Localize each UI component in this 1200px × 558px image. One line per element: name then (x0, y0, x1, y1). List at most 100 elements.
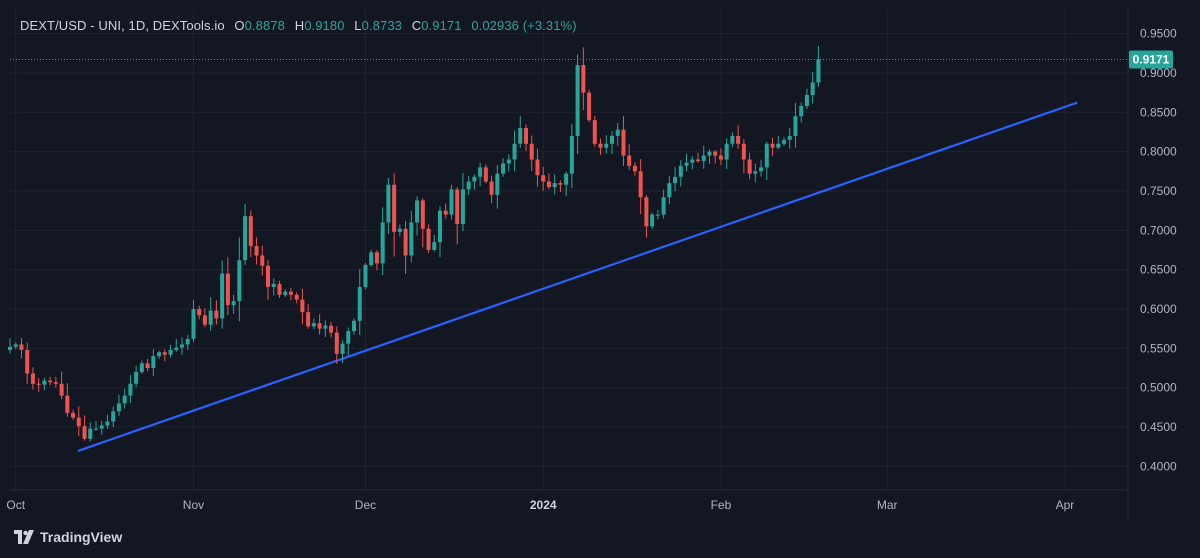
candle-body (638, 171, 643, 198)
candle-body (116, 403, 121, 412)
candle-body (357, 286, 362, 321)
candle-body (197, 309, 202, 316)
candle-body (776, 143, 781, 148)
candle-body (587, 92, 592, 121)
candle-body (644, 197, 649, 227)
candle-body (185, 338, 190, 345)
last-price-tag (1129, 50, 1173, 69)
candle-body (483, 167, 488, 182)
close-label: C (411, 18, 422, 33)
candle-body (48, 380, 53, 383)
candle-body (529, 143, 534, 160)
candle-body (243, 216, 248, 261)
candle-body (546, 181, 551, 188)
candle-body (770, 143, 775, 148)
candle-body (317, 323, 322, 329)
candle-body (403, 228, 408, 256)
high-value: 0.9180 (304, 18, 345, 33)
candle-body (59, 383, 64, 396)
candle-body (283, 291, 288, 295)
candle-body (294, 294, 299, 300)
candle-body (747, 159, 752, 174)
candle-body (678, 165, 683, 177)
candle-body (248, 216, 253, 247)
candle-body (443, 210, 448, 215)
candle-body (99, 425, 104, 429)
candle-body (134, 371, 139, 384)
candle-body (730, 135, 735, 144)
candle-body (684, 162, 689, 166)
candle-body (535, 159, 540, 176)
candle-body (759, 167, 764, 172)
open-label: O (234, 18, 245, 33)
candles (7, 46, 821, 442)
date-tick-label: Feb (711, 498, 732, 512)
candle-body (781, 139, 787, 144)
candle-body (53, 382, 58, 384)
candle-body (604, 143, 609, 148)
candle-body (523, 128, 529, 144)
candle-body (460, 189, 465, 225)
candle-body (793, 116, 798, 136)
candle-body (71, 412, 76, 418)
candle-body (254, 246, 259, 256)
candle-body (25, 349, 30, 374)
candle-body (741, 143, 746, 160)
candle-body (432, 242, 437, 250)
candle-body (478, 167, 483, 177)
candle-body (311, 323, 316, 327)
price-tick-label: 0.4000 (1140, 459, 1177, 473)
price-tick-label: 0.5000 (1140, 381, 1177, 395)
candle-body (713, 151, 718, 156)
date-tick-label: Nov (183, 498, 204, 512)
date-tick-label: Apr (1056, 498, 1075, 512)
candle-body (810, 82, 815, 95)
price-tick-label: 0.6000 (1140, 302, 1177, 316)
candle-body (369, 252, 374, 265)
candle-body (231, 301, 236, 306)
candle-body (541, 175, 546, 182)
grid (10, 10, 1128, 490)
candle-body (667, 183, 672, 198)
candle-body (397, 228, 402, 232)
candle-body (271, 283, 276, 287)
candle-body (7, 346, 13, 350)
candle-body (122, 395, 127, 404)
candle-body (764, 143, 769, 168)
candle-body (300, 299, 305, 313)
candle-body (466, 181, 471, 190)
candle-body (260, 255, 265, 266)
open-value: 0.8878 (244, 18, 285, 33)
date-tick-label: Mar (877, 498, 898, 512)
price-tick-label: 0.9000 (1140, 66, 1177, 80)
ohlc-legend: DEXT/USD - UNI, 1D, DEXTools.io O0.8878 … (20, 18, 577, 33)
candle-body (415, 200, 420, 223)
candle-body (162, 352, 167, 355)
candle-body (179, 344, 185, 348)
candle-body (265, 265, 271, 287)
candle-body (168, 349, 173, 355)
candle-body (277, 283, 282, 295)
candle-body (736, 135, 741, 144)
candle-body (329, 325, 334, 333)
candle-body (82, 426, 87, 439)
candle-body (753, 171, 758, 174)
candle-body (88, 428, 93, 439)
candle-body (36, 383, 41, 385)
candle-body (501, 163, 506, 174)
brand-name: TradingView (40, 529, 123, 545)
candle-body (609, 135, 615, 144)
candle-body (139, 363, 144, 372)
candle-body (489, 181, 494, 195)
candle-body (288, 291, 293, 295)
tradingview-brand[interactable]: TradingView (14, 529, 122, 545)
price-tick-label: 0.5500 (1140, 341, 1177, 355)
candle-body (564, 173, 569, 185)
candle-body (707, 151, 712, 156)
candle-body (632, 165, 637, 172)
candle-body (506, 159, 511, 164)
candle-body (615, 129, 620, 136)
trendline[interactable] (77, 101, 1078, 452)
candle-body (145, 363, 150, 369)
